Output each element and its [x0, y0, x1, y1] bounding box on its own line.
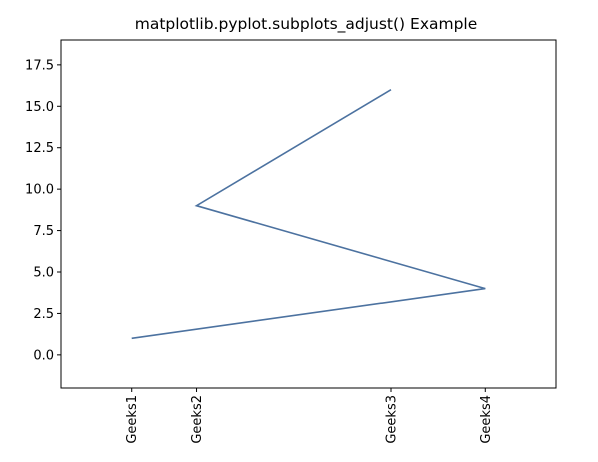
- x-tick-label: Geeks1: [125, 395, 140, 444]
- y-axis: 0.0 2.5 5.0 7.5 10.0 12.5 15.0 17.5: [25, 58, 61, 363]
- chart-title: matplotlib.pyplot.subplots_adjust() Exam…: [135, 15, 478, 34]
- y-tick-label: 2.5: [33, 307, 54, 322]
- y-tick-label: 12.5: [25, 141, 54, 156]
- y-tick-label: 17.5: [25, 58, 54, 73]
- y-tick-label: 7.5: [33, 224, 54, 239]
- x-tick-label: Geeks3: [385, 395, 400, 444]
- y-tick-label: 10.0: [25, 183, 54, 198]
- x-tick-label: Geeks2: [190, 395, 205, 444]
- plot-area: 0.02.55.07.510.012.515.017.5 Geeks1 Geeks…: [25, 39, 557, 444]
- series-line-0: [131, 89, 486, 340]
- y-tick-label: 15.0: [25, 100, 54, 115]
- axes-frame: [60, 39, 557, 389]
- y-tick-label: 5.0: [33, 266, 54, 281]
- y-tick-label: 0.0: [33, 348, 54, 363]
- x-axis: Geeks1 Geeks2 Geeks3 Geeks4: [125, 388, 494, 444]
- x-tick-label: Geeks4: [479, 395, 494, 444]
- series-group: [131, 89, 486, 340]
